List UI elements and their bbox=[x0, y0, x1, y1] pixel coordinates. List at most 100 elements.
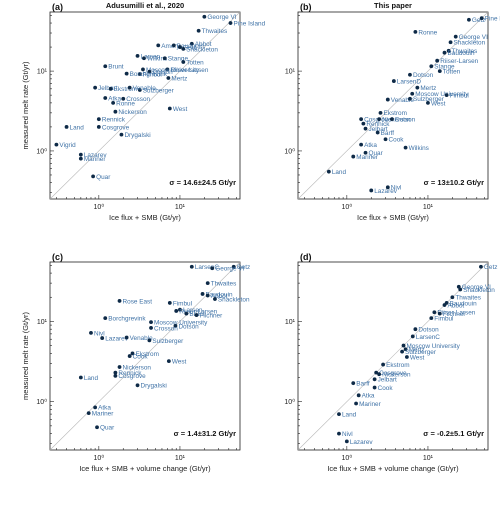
panel-a-data-point bbox=[178, 45, 182, 49]
panel-b-data-point bbox=[378, 110, 383, 115]
panel-c-data-point bbox=[113, 373, 118, 378]
panel-d-point-label: Riiser-Larsen bbox=[437, 310, 475, 317]
panel-c-point-label: Rennick bbox=[118, 370, 142, 377]
panel-b-point-label: West bbox=[431, 100, 446, 107]
panel-d-point-label: Baudouin bbox=[450, 300, 477, 307]
panel-a-data-point bbox=[54, 142, 59, 147]
panel-a-point-label: Land bbox=[70, 124, 85, 131]
panel-d-data-point bbox=[354, 401, 358, 406]
panel-b-data-point bbox=[383, 137, 388, 142]
panel-c-data-point bbox=[93, 405, 98, 410]
panel-a-letter: (a) bbox=[52, 2, 63, 12]
panel-a-point-label: Wilkins bbox=[147, 56, 167, 63]
panel-b-data-point bbox=[361, 121, 366, 126]
panel-c-data-point bbox=[178, 307, 182, 312]
panel-a-plot-frame bbox=[49, 11, 241, 200]
panel-c-point-label: Lazarev bbox=[105, 335, 129, 342]
panel-d-data-point bbox=[344, 439, 349, 444]
panel-b-point-label: Ekstrom bbox=[383, 110, 406, 117]
panel-a-data-point bbox=[156, 43, 161, 48]
panel-a-data-point bbox=[137, 72, 142, 76]
panel-d-one-to-one-line bbox=[297, 261, 489, 451]
panel-b-data-point bbox=[385, 97, 390, 102]
panel-d-letter: (d) bbox=[300, 252, 312, 262]
panel-d-plot-frame bbox=[297, 261, 489, 451]
panel-c-point-label: Dotson bbox=[178, 323, 199, 330]
panel-b-point-label: Pine Island bbox=[485, 16, 500, 23]
panel-b-data-point bbox=[351, 154, 356, 159]
panel-c-data-point bbox=[147, 338, 152, 343]
panel-c-data-point bbox=[174, 309, 179, 313]
panel-b-point-label: Jelbart bbox=[369, 126, 388, 133]
panel-b-data-point bbox=[413, 29, 418, 34]
panel-a-point-label: Venable bbox=[133, 85, 157, 92]
panel-b-data-point bbox=[479, 16, 484, 21]
panel-a-point-label: Rennick bbox=[102, 117, 126, 124]
panel-b-point-label: Quar bbox=[369, 150, 384, 157]
panel-c-data-point bbox=[149, 326, 153, 330]
panel-c-point-label: Mariner bbox=[92, 411, 115, 418]
panel-a-y-tick-label: 10⁰ bbox=[36, 147, 47, 155]
panel-a-point-label: Quar bbox=[96, 174, 111, 181]
panel-c-y-tick-label: 10¹ bbox=[37, 319, 48, 326]
panel-c-data-point bbox=[194, 313, 199, 317]
panel-c-letter: (c) bbox=[52, 252, 63, 262]
panel-d-data-point bbox=[413, 327, 418, 332]
panel-b-data-point bbox=[363, 126, 368, 131]
panel-d-sigma-annotation: σ = -0.2±5.1 Gt/yr bbox=[423, 429, 484, 438]
panel-a-title: Adusumilli et al., 2020 bbox=[106, 1, 184, 10]
panel-a-data-point bbox=[124, 71, 129, 76]
panel-b-point-label: Nickerson bbox=[382, 117, 411, 124]
panel-b-plot-frame bbox=[297, 11, 489, 200]
panel-a-data-point bbox=[78, 152, 83, 157]
panel-a-data-point bbox=[103, 64, 108, 69]
panel-a-point-label: George VI bbox=[207, 14, 236, 21]
panel-d-point-label: Mertz bbox=[409, 347, 425, 354]
panel-d-point-label: Mariner bbox=[359, 401, 382, 408]
panel-b-point-label: Dotson bbox=[413, 72, 434, 79]
panel-c-data-point bbox=[130, 351, 135, 356]
panel-b-data-point bbox=[467, 17, 471, 22]
panel-d-data-point bbox=[432, 310, 437, 315]
panel-b-y-tick-label: 10⁰ bbox=[284, 147, 295, 155]
panel-a-point-label: Pine Island bbox=[234, 20, 266, 27]
panel-d-data-point bbox=[437, 311, 442, 316]
panel-b-point-label: Nivl bbox=[391, 185, 402, 192]
panel-d-point-label: Ekstrom bbox=[386, 362, 409, 369]
panel-a-point-label: Sulzberger bbox=[143, 87, 175, 94]
panel-a-point-label: Brunt bbox=[108, 64, 123, 71]
panel-d-y-tick-label: 10⁰ bbox=[284, 398, 295, 406]
panel-a-point-label: Mertz bbox=[171, 75, 187, 82]
panel-a-data-point bbox=[202, 14, 207, 19]
panel-a-point-label: Mariner bbox=[84, 156, 107, 163]
panel-c-x-tick-label: 10¹ bbox=[175, 455, 186, 462]
panel-b-sigma-annotation: σ = 13±10.2 Gt/yr bbox=[424, 178, 484, 187]
panel-d-point-label: Filchner bbox=[443, 311, 467, 318]
panel-b-point-label: Shackleton bbox=[454, 40, 486, 47]
panel-b-data-point bbox=[426, 100, 430, 105]
panel-b-point-label: Thwaites bbox=[452, 48, 478, 55]
panel-d-data-point bbox=[377, 372, 382, 377]
panel-b-data-point bbox=[448, 40, 453, 45]
panel-c-point-label: Thwaites bbox=[211, 281, 237, 288]
panel-b-data-point bbox=[403, 145, 408, 150]
panel-b-data-point bbox=[446, 48, 451, 53]
panel-d-data-point bbox=[351, 381, 356, 386]
panel-a-point-label: Thwaites bbox=[202, 28, 228, 35]
panel-d-point-label: Atka bbox=[362, 393, 375, 400]
panel-d-data-point bbox=[442, 303, 447, 307]
panel-c-point-label: Drygalski bbox=[141, 383, 167, 390]
panel-c-data-point bbox=[117, 365, 122, 369]
panel-b-x-tick-label: 10⁰ bbox=[342, 203, 353, 211]
panel-a-x-tick-label: 10¹ bbox=[175, 204, 186, 211]
panel-b-point-label: Moscow University bbox=[415, 91, 469, 98]
panel-c-point-label: Land bbox=[84, 375, 99, 382]
panel-a-data-point bbox=[113, 109, 118, 114]
panel-d-data-point bbox=[458, 287, 463, 292]
panel-a-data-point bbox=[121, 96, 126, 101]
panel-a-data-point bbox=[127, 85, 132, 90]
panel-d-point-label: Barff bbox=[356, 381, 370, 388]
panel-b-point-label: George VI bbox=[459, 34, 488, 41]
panel-c-sigma-annotation: σ = 1.4±31.2 Gt/yr bbox=[174, 429, 236, 438]
panel-c-data-point bbox=[78, 375, 83, 380]
